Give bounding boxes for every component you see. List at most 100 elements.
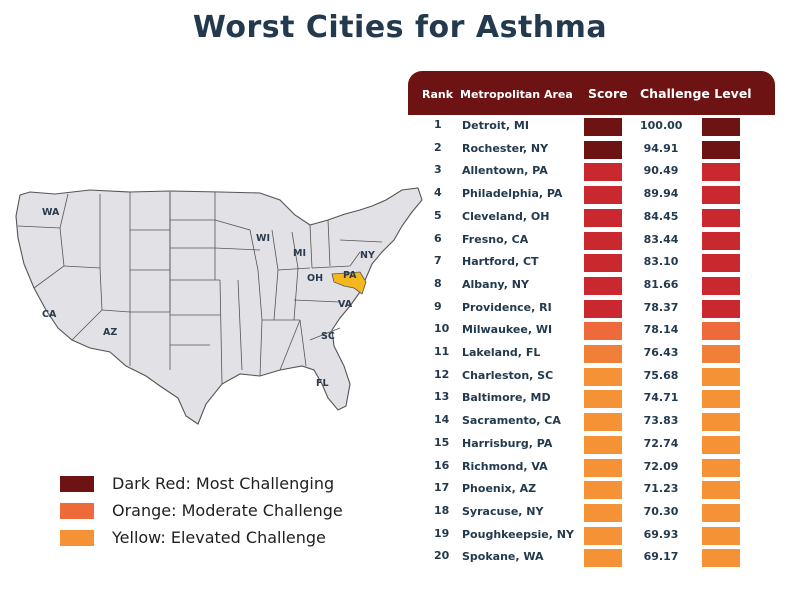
challenge-level-bar <box>702 367 740 386</box>
row-rank: 4 <box>434 186 442 200</box>
score-color-bar <box>584 299 622 318</box>
row-rank: 6 <box>434 231 442 245</box>
legend-swatch <box>60 476 94 492</box>
row-score: 74.71 <box>643 391 679 405</box>
legend-swatch <box>60 530 94 546</box>
challenge-level-bar <box>702 435 740 454</box>
row-metro: Cleveland, OH <box>462 209 550 223</box>
row-score: 89.94 <box>643 187 679 201</box>
challenge-level-bar <box>702 208 740 227</box>
table-row: 7 Hartford, CT 83.10 <box>408 252 775 275</box>
row-rank: 20 <box>434 549 450 563</box>
map-label-pa: PA <box>343 270 357 281</box>
header-metro: Metropolitan Area <box>460 88 573 101</box>
row-metro: Milwaukee, WI <box>462 323 553 337</box>
row-rank: 11 <box>434 345 450 358</box>
map-label-va: VA <box>338 299 353 310</box>
score-color-bar <box>584 322 622 341</box>
challenge-level-bar <box>702 254 740 273</box>
row-metro: Phoenix, AZ <box>462 482 537 496</box>
score-color-bar <box>584 276 622 295</box>
chart-title: Worst Cities for Asthma <box>192 10 608 45</box>
table-row: 11 Lakeland, FL 76.43 <box>408 343 775 366</box>
score-color-bar <box>584 140 622 159</box>
table-header: Rank Metropolitan Area Score Challenge L… <box>408 71 775 115</box>
row-rank: 10 <box>434 322 450 336</box>
row-metro: Detroit, MI <box>462 119 529 132</box>
us-map-svg: WA CA AZ WI MI OH PA NY VA SC FL <box>15 187 423 425</box>
table-row: 10 Milwaukee, WI 78.14 <box>408 320 775 343</box>
challenge-level-bar <box>702 118 740 136</box>
row-score: 78.37 <box>643 300 679 314</box>
score-color-bar <box>584 390 622 409</box>
row-metro: Fresno, CA <box>462 232 529 246</box>
row-score: 83.10 <box>643 255 679 269</box>
row-metro: Poughkeepsie, NY <box>462 527 574 541</box>
row-score: 84.45 <box>643 209 679 223</box>
challenge-level-bar <box>702 299 740 318</box>
table-row: 12 Charleston, SC 75.68 <box>408 366 775 389</box>
legend-label: Yellow: Elevated Challenge <box>112 528 326 547</box>
map-label-az: AZ <box>103 327 117 338</box>
row-metro: Baltimore, MD <box>462 391 551 405</box>
map-label-wi: WI <box>256 233 270 244</box>
header-challenge-level: Challenge Level <box>640 86 752 101</box>
row-rank: 18 <box>434 503 450 517</box>
row-metro: Providence, RI <box>462 300 552 314</box>
header-score: Score <box>588 86 628 101</box>
table-row: 2 Rochester, NY 94.91 <box>408 139 775 162</box>
challenge-level-bar <box>702 481 740 500</box>
row-metro: Rochester, NY <box>462 141 549 155</box>
challenge-level-bar <box>702 458 740 477</box>
challenge-level-bar <box>702 276 740 295</box>
row-score: 72.74 <box>643 436 679 450</box>
row-score: 69.93 <box>643 527 679 541</box>
row-score: 90.49 <box>643 164 679 178</box>
row-metro: Sacramento, CA <box>462 414 561 428</box>
map-label-ny: NY <box>360 250 375 261</box>
row-rank: 14 <box>434 413 450 427</box>
map-label-mi: MI <box>293 248 306 259</box>
score-color-bar <box>584 367 622 386</box>
challenge-level-bar <box>702 345 740 363</box>
row-score: 73.83 <box>643 414 679 428</box>
table-row: 19 Poughkeepsie, NY 69.93 <box>408 525 775 548</box>
row-rank: 3 <box>434 163 442 177</box>
table-row: 16 Richmond, VA 72.09 <box>408 457 775 480</box>
row-score: 100.00 <box>640 119 683 132</box>
row-score: 69.17 <box>643 550 679 564</box>
table-row: 9 Providence, RI 78.37 <box>408 298 775 321</box>
score-color-bar <box>584 481 622 500</box>
challenge-level-bar <box>702 503 740 522</box>
table-row: 8 Albany, NY 81.66 <box>408 275 775 298</box>
score-color-bar <box>584 413 622 432</box>
row-rank: 19 <box>434 526 450 540</box>
map-label-ca: CA <box>42 309 57 320</box>
score-color-bar <box>584 231 622 250</box>
row-metro: Hartford, CT <box>462 255 539 269</box>
row-rank: 1 <box>434 118 442 131</box>
legend-swatch <box>60 503 94 519</box>
map-label-oh: OH <box>307 273 323 284</box>
table-row: 17 Phoenix, AZ 71.23 <box>408 479 775 502</box>
score-color-bar <box>584 208 622 227</box>
score-color-bar <box>584 345 622 363</box>
table-row: 14 Sacramento, CA 73.83 <box>408 411 775 434</box>
table-row: 5 Cleveland, OH 84.45 <box>408 207 775 230</box>
table-row: 4 Philadelphia, PA 89.94 <box>408 184 775 207</box>
challenge-level-bar <box>702 390 740 409</box>
row-score: 78.14 <box>643 323 679 337</box>
row-metro: Charleston, SC <box>462 368 554 382</box>
table-row: 20 Spokane, WA 69.17 <box>408 547 775 570</box>
row-score: 72.09 <box>643 459 679 473</box>
challenge-level-bar <box>702 140 740 159</box>
row-score: 76.43 <box>643 346 679 359</box>
row-rank: 13 <box>434 390 450 404</box>
table-row: 15 Harrisburg, PA 72.74 <box>408 434 775 457</box>
row-score: 70.30 <box>643 504 679 518</box>
us-outline <box>15 187 423 425</box>
table-row: 1 Detroit, MI 100.00 <box>408 116 775 139</box>
map-label-sc: SC <box>321 331 335 342</box>
score-color-bar <box>584 503 622 522</box>
row-metro: Harrisburg, PA <box>462 436 553 450</box>
